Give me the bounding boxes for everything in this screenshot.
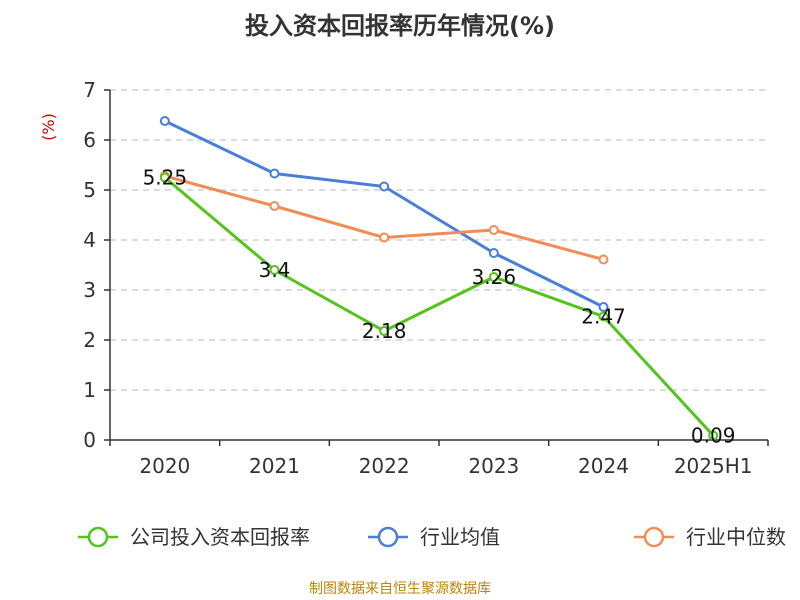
x-tick-label: 2025H1	[674, 454, 753, 478]
chart-title: 投入资本回报率历年情况(%)	[245, 12, 555, 40]
data-point	[488, 272, 499, 282]
data-label: 2.47	[581, 305, 626, 329]
legend-label: 行业中位数	[686, 525, 786, 549]
x-tick-label: 2023	[468, 454, 519, 478]
y-tick-label: 1	[83, 378, 96, 402]
x-tick-label: 2020	[139, 454, 190, 478]
series-line	[163, 176, 715, 437]
data-point	[598, 302, 609, 312]
y-tick-label: 7	[83, 78, 96, 102]
grid-lines	[110, 89, 768, 391]
data-point	[488, 225, 499, 235]
y-tick-label: 6	[83, 128, 96, 152]
data-label: 0.09	[691, 424, 736, 448]
legend-swatch-marker	[643, 526, 665, 548]
data-point	[159, 172, 170, 183]
series-points	[159, 116, 719, 441]
y-tick-label: 0	[83, 428, 96, 452]
x-tick-label: 2022	[359, 454, 410, 478]
data-point	[708, 430, 719, 441]
legend-label: 公司投入资本回报率	[130, 525, 310, 549]
y-tick-label: 3	[83, 278, 96, 302]
x-tick-label: 2024	[578, 454, 629, 478]
data-label: 3.4	[259, 258, 291, 282]
data-point	[159, 116, 170, 126]
legend: 公司投入资本回报率 行业均值 行业中位数	[78, 525, 786, 549]
data-label: 5.25	[143, 166, 188, 190]
data-point	[598, 254, 609, 265]
data-point	[379, 181, 390, 192]
data-point	[269, 201, 280, 211]
y-tick-label: 2	[83, 328, 96, 352]
data-point	[379, 232, 390, 243]
y-axis-unit: (%)	[39, 113, 58, 141]
data-point	[488, 248, 499, 258]
data-point	[269, 168, 280, 179]
legend-swatch-marker	[377, 526, 399, 548]
y-tick-label: 4	[83, 228, 96, 252]
series-line	[164, 119, 605, 309]
data-labels: 5.25 3.4 2.18 3.26 2.47 0.09	[143, 166, 736, 448]
data-point	[379, 326, 390, 336]
data-point	[598, 311, 609, 322]
series-lines	[163, 119, 715, 437]
x-tick-label: 2021	[249, 454, 300, 478]
y-tick-label: 5	[83, 178, 96, 202]
data-label: 2.18	[362, 319, 407, 343]
data-source: 制图数据来自恒生聚源数据库	[309, 581, 491, 597]
tick-labels: 0 1 2 3 4 5 6 7 2020 2021 2022 2023 2024 2025H1	[83, 78, 752, 478]
data-label: 3.26	[472, 265, 517, 289]
data-point	[269, 265, 280, 275]
axes	[104, 89, 769, 446]
legend-label: 行业均值	[420, 525, 500, 549]
legend-swatch-marker	[87, 526, 109, 548]
